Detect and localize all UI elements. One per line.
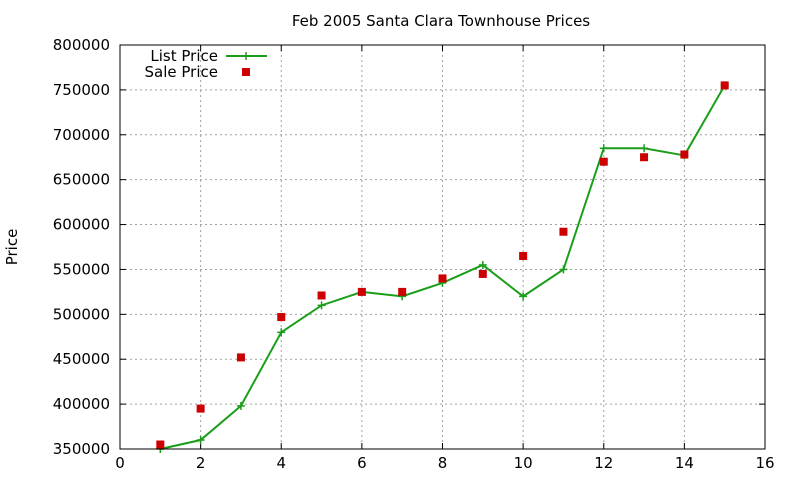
chart-title: Feb 2005 Santa Clara Townhouse Prices [292, 12, 590, 30]
data-point-cross [236, 401, 245, 410]
axis-ticks: 0 2 4 6 8 10 12 14 16 350000 400000 450000 500000 550… [53, 36, 775, 472]
y-tick-label: 500000 [53, 305, 110, 323]
data-point-square [599, 157, 608, 166]
data-point-cross [559, 265, 568, 274]
data-point-square [236, 353, 245, 362]
legend-square [242, 68, 250, 76]
plot-frame [119, 44, 766, 450]
series-layer [156, 81, 729, 453]
x-tick-label: 14 [675, 454, 694, 472]
legend-cross [242, 52, 250, 60]
data-point-cross [317, 301, 326, 310]
data-point-square [680, 150, 689, 159]
data-point-cross [519, 292, 528, 301]
data-point-cross [196, 436, 205, 445]
y-tick-label: 750000 [53, 81, 110, 99]
data-point-square [478, 269, 487, 278]
y-tick-label: 800000 [53, 36, 110, 54]
data-point-square [438, 274, 447, 283]
data-point-square [156, 440, 165, 449]
y-tick-label: 650000 [53, 171, 110, 189]
y-tick-label: 700000 [53, 126, 110, 144]
data-point-cross [640, 144, 649, 153]
data-point-square [398, 287, 407, 296]
data-point-square [559, 227, 568, 236]
y-tick-label: 400000 [53, 395, 110, 413]
x-tick-label: 0 [115, 454, 125, 472]
data-point-square [640, 153, 649, 162]
y-tick-label: 450000 [53, 350, 110, 368]
y-tick-label: 600000 [53, 216, 110, 234]
data-point-square [357, 287, 366, 296]
data-point-square [317, 291, 326, 300]
y-tick-label: 550000 [53, 260, 110, 278]
series-sale-price [156, 81, 729, 449]
grid-lines [120, 45, 765, 449]
y-tick-label: 350000 [53, 440, 110, 458]
data-point-square [519, 251, 528, 260]
x-tick-label: 10 [514, 454, 533, 472]
data-point-square [720, 81, 729, 90]
legend-label: Sale Price [145, 63, 218, 81]
x-tick-label: 16 [755, 454, 774, 472]
data-point-cross [277, 328, 286, 337]
data-point-cross [599, 144, 608, 153]
x-tick-label: 4 [276, 454, 286, 472]
data-point-cross [478, 260, 487, 269]
x-tick-label: 6 [357, 454, 367, 472]
series-line [160, 84, 726, 450]
y-axis-label: Price [3, 229, 21, 266]
data-point-square [196, 404, 205, 413]
legend-label: List Price [150, 47, 218, 65]
data-point-square [277, 313, 286, 322]
series-list-price [156, 81, 729, 453]
x-tick-label: 8 [438, 454, 448, 472]
x-tick-label: 2 [196, 454, 206, 472]
x-tick-label: 12 [594, 454, 613, 472]
